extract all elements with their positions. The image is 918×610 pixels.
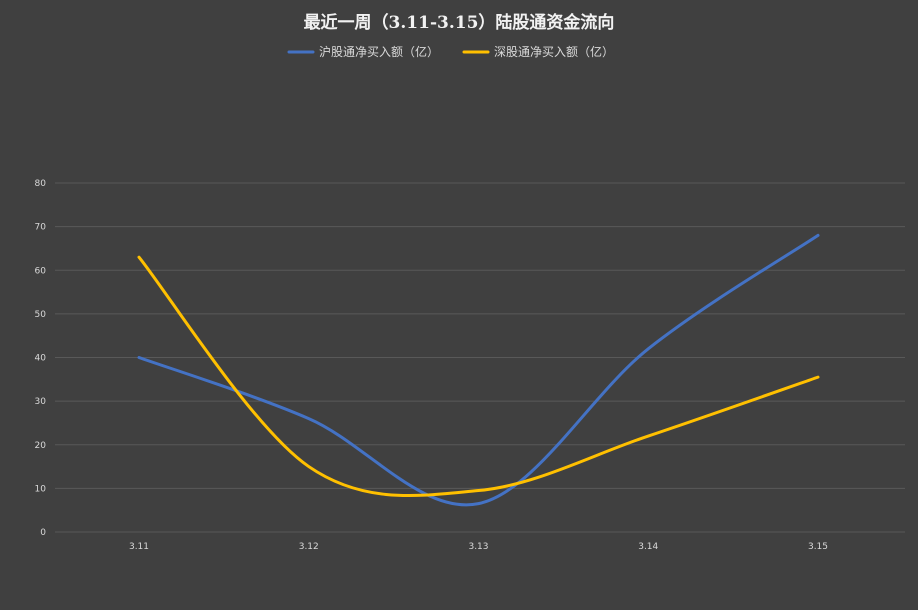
series-line-2: [137, 255, 820, 497]
legend: 沪股通净买入额（亿） 深股通净买入额（亿）: [287, 44, 614, 59]
x-axis-ticks: 3.11 3.12 3.13 3.14 3.15: [129, 542, 828, 552]
y-axis-ticks: 0 10 20 30 40 50 60 70 80: [35, 179, 47, 538]
x-tick-label: 3.11: [129, 542, 149, 552]
y-tick-label: 50: [35, 310, 47, 320]
x-tick-label: 3.15: [808, 542, 828, 552]
series-lines: [137, 233, 820, 507]
legend-label: 沪股通净买入额（亿）: [319, 44, 439, 59]
legend-label: 深股通净买入额（亿）: [494, 44, 614, 59]
chart-title: 最近一周（3.11-3.15）陆股通资金流向: [304, 12, 615, 33]
x-tick-label: 3.14: [638, 542, 658, 552]
gridlines: [55, 182, 905, 533]
y-tick-label: 40: [35, 354, 47, 364]
x-tick-label: 3.12: [299, 542, 319, 552]
y-tick-label: 20: [35, 441, 47, 451]
series-line-1: [137, 233, 820, 507]
y-tick-label: 80: [35, 179, 47, 189]
y-tick-label: 0: [40, 528, 46, 538]
y-tick-label: 30: [35, 397, 47, 407]
legend-item-1: 沪股通净买入额（亿）: [287, 44, 439, 59]
y-tick-label: 10: [35, 484, 47, 494]
x-tick-label: 3.13: [468, 542, 488, 552]
legend-item-2: 深股通净买入额（亿）: [462, 44, 614, 59]
y-tick-label: 70: [35, 223, 47, 233]
y-tick-label: 60: [35, 266, 47, 276]
